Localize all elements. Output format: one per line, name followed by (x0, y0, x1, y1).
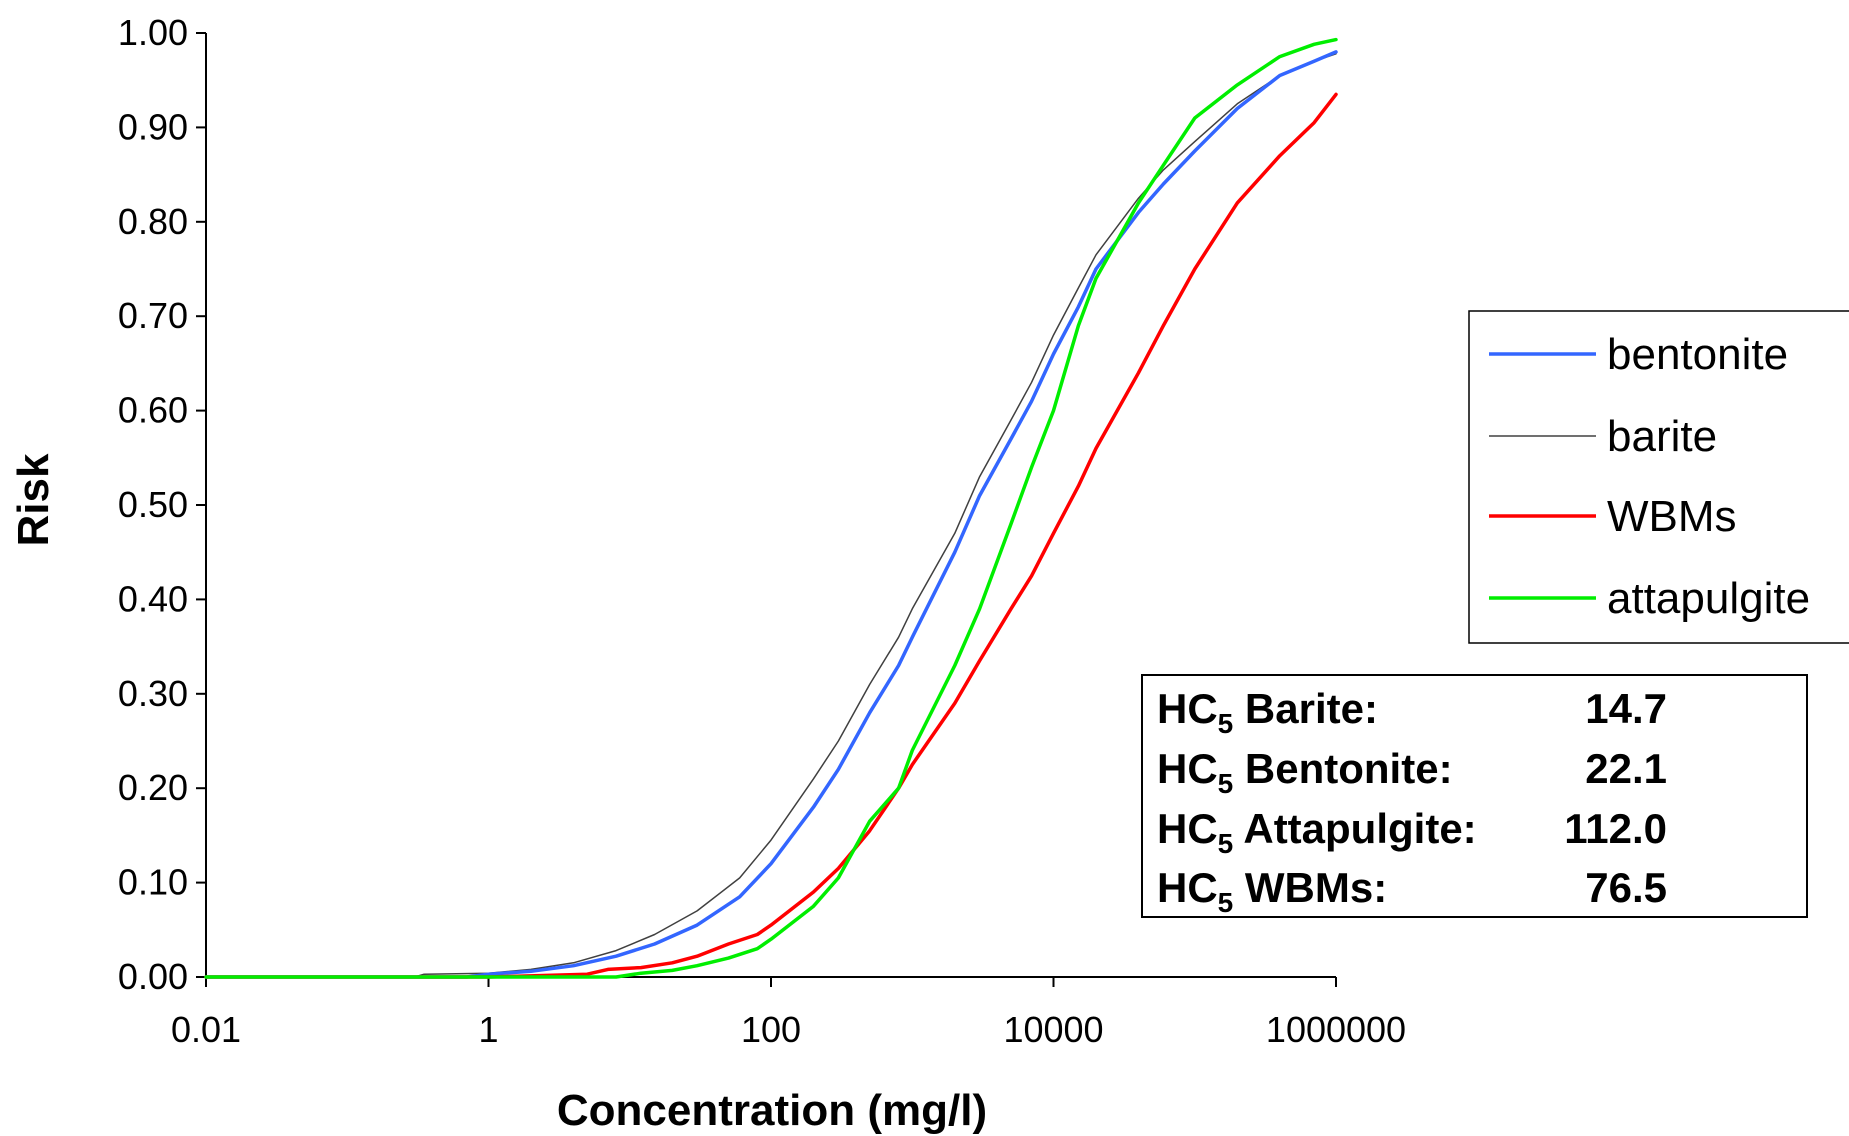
hc5-box: HC5 Barite: 14.7 HC5 Bentonite: 22.1 HC5 Att… (1141, 674, 1808, 918)
legend-box (1468, 310, 1849, 644)
x-tick-label: 0.01 (171, 1009, 241, 1050)
legend-label-barite: barite (1607, 412, 1717, 461)
y-tick-label: 0.40 (118, 578, 188, 619)
legend: bentonite barite WBMs attapulgite (1468, 310, 1849, 644)
hc5-row-label: HC5 WBMs: (1157, 864, 1387, 918)
x-tick-label: 1 (478, 1009, 498, 1050)
hc5-row-value: 14.7 (1585, 685, 1667, 732)
y-tick-label: 1.00 (118, 12, 188, 53)
legend-label-bentonite: bentonite (1607, 330, 1788, 379)
y-tick-label: 0.80 (118, 201, 188, 242)
hc5-row-label: HC5 Barite: (1157, 685, 1378, 739)
hc5-row-label: HC5 Bentonite: (1157, 745, 1453, 799)
y-tick-label: 0.00 (118, 956, 188, 997)
x-tick-label: 1000000 (1266, 1009, 1406, 1050)
series-line-barite (205, 53, 1337, 978)
y-axis-ticks: 0.00 0.10 0.20 0.30 0.40 0.50 0.60 0.70 0.80 0.90… (118, 12, 206, 997)
hc5-box-frame (1141, 674, 1808, 918)
series-line-bentonite (204, 50, 1338, 979)
legend-label-attapulgite: attapulgite (1607, 574, 1810, 623)
y-tick-label: 0.20 (118, 767, 188, 808)
y-axis-title: Risk (9, 453, 58, 546)
x-tick-label: 100 (741, 1009, 801, 1050)
y-tick-label: 0.50 (118, 484, 188, 525)
y-tick-label: 0.90 (118, 106, 188, 147)
legend-label-wbms: WBMs (1607, 492, 1737, 541)
x-axis-ticks: 0.01 1 100 10000 1000000 (171, 977, 1406, 1050)
y-tick-label: 0.60 (118, 390, 188, 431)
y-tick-label: 0.30 (118, 673, 188, 714)
y-tick-label: 0.70 (118, 295, 188, 336)
x-axis-title: Concentration (mg/l) (557, 1086, 987, 1135)
series-line-wbms (204, 92, 1338, 979)
hc5-row-value: 112.0 (1564, 805, 1667, 852)
series-layer (204, 37, 1338, 979)
hc5-row-value: 76.5 (1585, 864, 1667, 911)
y-tick-label: 0.10 (118, 862, 188, 903)
x-tick-label: 10000 (1003, 1009, 1103, 1050)
series-line-attapulgite (204, 37, 1338, 979)
hc5-row-value: 22.1 (1585, 745, 1667, 792)
hc5-row-label: HC5 Attapulgite: (1157, 805, 1477, 859)
